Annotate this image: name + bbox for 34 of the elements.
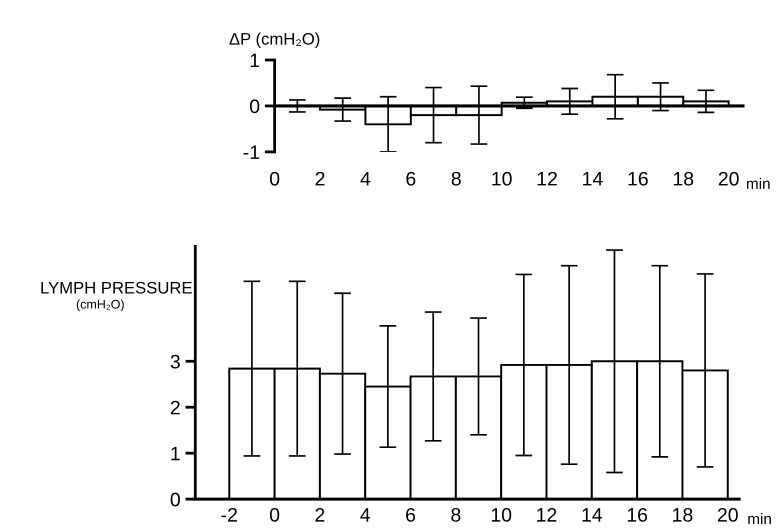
x-axis-title: min <box>748 513 771 524</box>
x-tick-label: 20 <box>718 172 739 186</box>
x-tick-label: -2 <box>221 508 237 522</box>
x-tick-label: 10 <box>492 508 512 522</box>
y-tick-label: 3 <box>170 354 180 369</box>
x-tick-label: 14 <box>583 172 603 186</box>
x-tick-label: 10 <box>492 172 512 186</box>
x-tick-label: 8 <box>451 508 460 522</box>
x-tick-label: 12 <box>537 508 556 522</box>
x-tick-label: 2 <box>316 172 324 186</box>
x-tick-label: 18 <box>674 172 694 186</box>
x-axis-title: min <box>746 178 770 189</box>
x-tick-label: 18 <box>673 508 692 522</box>
y-axis-title: LYMPH PRESSURE (cmH₂O) <box>41 282 192 312</box>
x-tick-label: 12 <box>538 172 557 186</box>
y-tick-label: 0 <box>170 492 180 506</box>
x-tick-label: 2 <box>315 508 324 522</box>
x-tick-label: 6 <box>406 172 416 186</box>
x-tick-label: 8 <box>452 172 461 186</box>
x-tick-label: 16 <box>628 508 648 522</box>
y-tick-label: 0 <box>250 99 260 114</box>
x-tick-label: 4 <box>360 508 370 522</box>
y-tick-label: 1 <box>250 54 260 68</box>
y-axis-title: ΔP (cmH₂O) <box>229 32 320 48</box>
x-tick-label: 6 <box>406 508 416 522</box>
y-tick-label: 2 <box>170 400 180 414</box>
y-tick-label: 1 <box>171 446 180 460</box>
x-tick-label: 20 <box>718 508 738 522</box>
x-tick-label: 0 <box>270 508 280 522</box>
x-tick-label: 16 <box>628 172 648 186</box>
y-tick-label: -1 <box>244 146 260 159</box>
x-tick-label: 14 <box>582 508 602 522</box>
x-tick-label: 4 <box>360 172 370 186</box>
x-tick-label: 0 <box>270 172 280 186</box>
